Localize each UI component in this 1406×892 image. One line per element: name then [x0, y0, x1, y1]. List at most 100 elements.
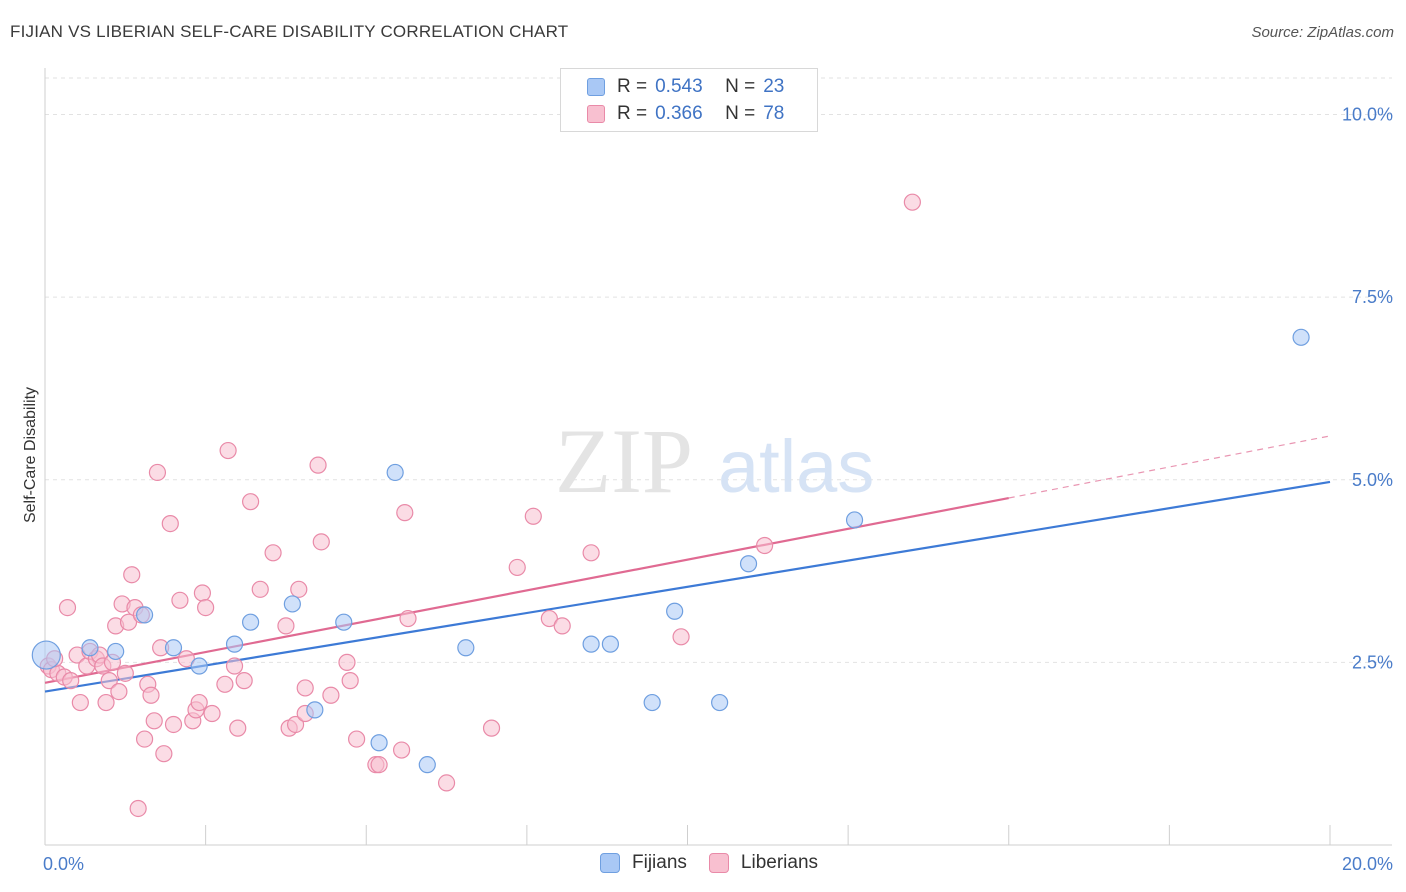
point-liberians [71, 693, 89, 712]
watermark: ZIP atlas [555, 410, 874, 512]
legend-swatch-liberians [708, 853, 729, 873]
gridlines [45, 77, 1392, 663]
point-liberians [177, 650, 195, 668]
legend-label-fijians: Fijians [632, 852, 687, 873]
point-liberians [399, 609, 417, 628]
trend-lines [44, 435, 1331, 693]
axes [44, 68, 1392, 846]
point-fijians [370, 734, 388, 752]
watermark-zip: ZIP [555, 410, 693, 512]
point-liberians [229, 719, 247, 737]
point-liberians [97, 693, 115, 712]
point-liberians [216, 675, 234, 693]
point-fijians [643, 693, 661, 712]
point-liberians [235, 672, 253, 690]
legend-item-fijians: Fijians [600, 852, 687, 874]
point-liberians [553, 617, 571, 635]
point-liberians [338, 653, 356, 671]
chart-title: FIJIAN VS LIBERIAN SELF-CARE DISABILITY … [10, 22, 569, 41]
point-liberians [197, 598, 215, 617]
point-liberians [296, 679, 314, 697]
y-tick-label: 10.0% [1342, 105, 1393, 125]
point-liberians [110, 682, 128, 701]
point-liberians [341, 672, 359, 690]
point-liberians [312, 533, 330, 551]
point-liberians [309, 456, 327, 474]
x-tick-label-max: 20.0% [1342, 854, 1393, 874]
n-value: 78 [763, 103, 785, 124]
point-liberians [155, 745, 173, 763]
point-fijians [386, 463, 404, 482]
point-liberians [264, 544, 282, 562]
point-liberians [116, 664, 134, 682]
point-fijians [601, 635, 620, 653]
point-fijians [582, 635, 600, 653]
point-fijians [666, 602, 684, 620]
point-liberians [242, 493, 260, 511]
point-liberians [392, 741, 411, 759]
n-value: 23 [763, 76, 785, 97]
point-liberians [903, 193, 921, 211]
point-liberians [135, 730, 154, 748]
point-liberians [100, 672, 118, 690]
point-fijians [135, 606, 154, 624]
point-liberians [62, 672, 80, 690]
point-liberians [755, 536, 774, 555]
point-fijians [845, 511, 864, 529]
point-fijians [1292, 328, 1310, 346]
r-value: 0.543 [655, 76, 703, 97]
point-fijians [107, 642, 125, 661]
point-liberians [482, 719, 501, 737]
axis-labels: Self-Care Disability 2.5% 5.0% 7.5% 10.0% 0.… [22, 105, 1393, 874]
point-liberians [672, 628, 690, 646]
r-label: R = [617, 76, 648, 97]
y-axis-label: Self-Care Disability [22, 387, 39, 523]
point-fijians [31, 640, 61, 670]
point-liberians [582, 544, 600, 562]
trend-line-fijians [44, 480, 1331, 693]
point-fijians [711, 693, 729, 712]
point-liberians [164, 715, 183, 734]
y-tick-label: 5.0% [1352, 470, 1393, 490]
point-liberians [190, 693, 208, 712]
point-liberians [225, 657, 244, 675]
point-liberians [437, 774, 456, 792]
x-tick-label-min: 0.0% [43, 854, 84, 874]
legend-item-liberians: Liberians [708, 852, 819, 874]
point-liberians [322, 686, 340, 704]
point-liberians [286, 715, 305, 734]
point-liberians [171, 591, 189, 609]
point-liberians [219, 441, 237, 460]
data-points [31, 193, 1310, 818]
point-liberians [370, 756, 388, 774]
series-legend: Fijians Liberians [600, 852, 840, 874]
r-label: R = [617, 103, 648, 124]
point-liberians [129, 799, 147, 818]
point-liberians [290, 580, 308, 598]
point-liberians [508, 558, 526, 577]
stats-legend: R = 0.543 N = 23 R = 0.366 N = 78 [560, 68, 818, 132]
legend-swatch-liberians [587, 105, 605, 123]
legend-row-liberians: R = 0.366 N = 78 [587, 102, 784, 126]
point-liberians [251, 580, 269, 598]
point-liberians [123, 566, 141, 584]
point-liberians [148, 463, 167, 482]
point-liberians [203, 704, 221, 723]
point-fijians [739, 555, 758, 573]
watermark-atlas: atlas [718, 425, 874, 508]
point-fijians [164, 639, 183, 657]
r-value: 0.366 [655, 103, 703, 124]
legend-row-fijians: R = 0.543 N = 23 [587, 75, 784, 99]
legend-label-liberians: Liberians [740, 852, 819, 873]
point-liberians [540, 609, 558, 628]
point-liberians [277, 617, 295, 635]
point-fijians [335, 613, 353, 631]
point-fijians [225, 635, 244, 653]
y-tick-label: 7.5% [1352, 287, 1393, 307]
point-liberians [396, 504, 414, 522]
point-fijians [81, 639, 99, 657]
point-liberians [348, 730, 366, 748]
n-label: N = [725, 76, 756, 97]
point-liberians [119, 613, 138, 631]
